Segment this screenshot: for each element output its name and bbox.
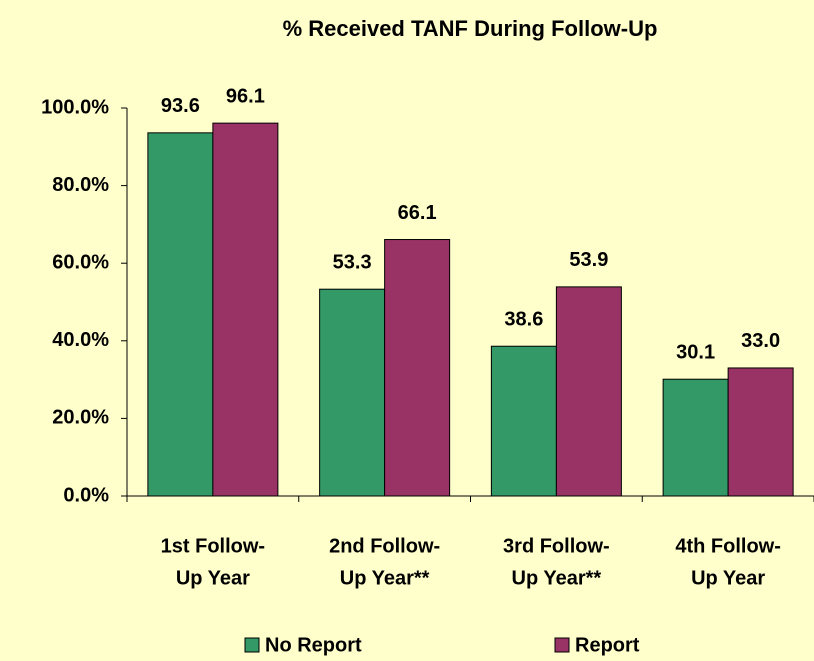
bar xyxy=(490,345,557,497)
chart-title: % Received TANF During Follow-Up xyxy=(283,16,658,41)
y-tick-label: 40.0% xyxy=(52,329,109,351)
y-tick-label: 20.0% xyxy=(52,407,109,429)
value-label: 53.9 xyxy=(569,249,608,271)
legend-swatch xyxy=(244,637,260,653)
y-tick-label: 0.0% xyxy=(63,484,109,506)
legend-swatch xyxy=(554,637,570,653)
value-label: 33.0 xyxy=(741,330,780,352)
value-label: 93.6 xyxy=(161,95,200,117)
x-tick-label: 2nd Follow- xyxy=(329,535,440,557)
bar xyxy=(384,239,451,497)
bar xyxy=(662,378,729,497)
bar xyxy=(212,122,279,497)
x-tick-label: Up Year** xyxy=(512,567,602,589)
x-tick-label: 4th Follow- xyxy=(675,535,781,557)
legend-label: Report xyxy=(575,634,640,656)
x-tick-label: 3rd Follow- xyxy=(503,535,610,557)
bar xyxy=(727,367,794,497)
value-label: 53.3 xyxy=(333,251,372,273)
x-tick-label: Up Year** xyxy=(340,567,430,589)
value-label: 96.1 xyxy=(226,85,265,107)
bar xyxy=(147,132,214,497)
value-label: 30.1 xyxy=(676,341,715,363)
y-tick-label: 100.0% xyxy=(41,96,109,118)
value-label: 38.6 xyxy=(504,309,543,331)
y-tick-label: 60.0% xyxy=(52,251,109,273)
x-tick-label: 1st Follow- xyxy=(161,535,265,557)
bar xyxy=(555,286,622,497)
x-tick-label: Up Year xyxy=(176,567,250,589)
bar xyxy=(319,288,386,497)
y-tick-label: 80.0% xyxy=(52,174,109,196)
value-label: 66.1 xyxy=(398,202,437,224)
x-tick-label: Up Year xyxy=(691,567,765,589)
legend-label: No Report xyxy=(265,634,362,656)
